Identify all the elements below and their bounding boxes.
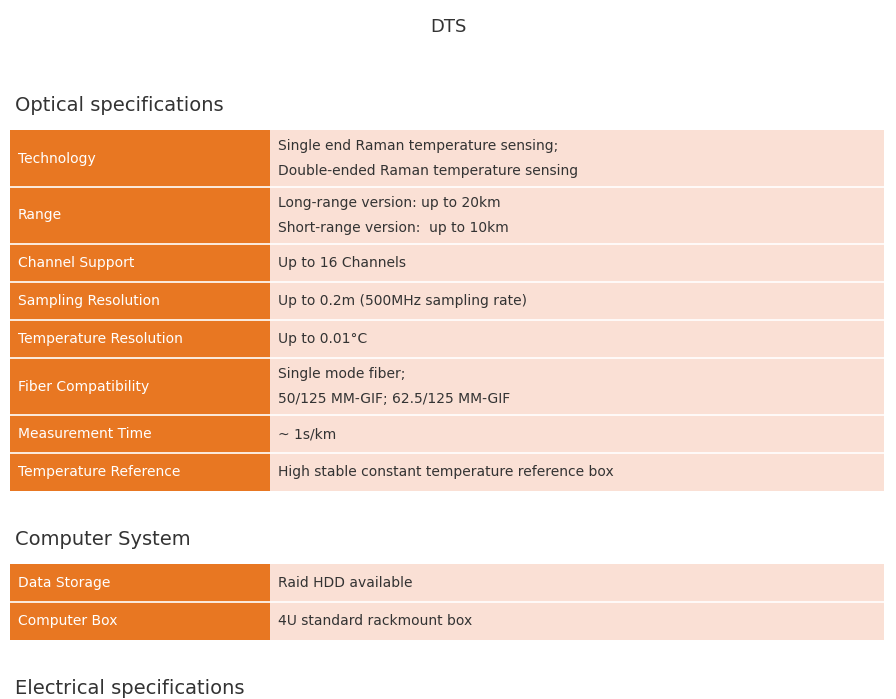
Bar xyxy=(270,320,884,358)
Bar xyxy=(270,244,884,282)
Text: Up to 0.01°C: Up to 0.01°C xyxy=(278,332,367,346)
Text: Fiber Compatibility: Fiber Compatibility xyxy=(18,380,150,394)
Text: 50/125 MM-GIF; 62.5/125 MM-GIF: 50/125 MM-GIF; 62.5/125 MM-GIF xyxy=(278,392,510,406)
Bar xyxy=(10,453,270,491)
Text: ~ 1s/km: ~ 1s/km xyxy=(278,427,336,441)
Bar xyxy=(270,130,884,187)
Bar xyxy=(10,130,270,187)
Text: DTS: DTS xyxy=(430,18,466,36)
Text: Sampling Resolution: Sampling Resolution xyxy=(18,294,159,308)
Text: Temperature Reference: Temperature Reference xyxy=(18,465,180,479)
Bar xyxy=(270,415,884,453)
Text: Up to 0.2m (500MHz sampling rate): Up to 0.2m (500MHz sampling rate) xyxy=(278,294,527,308)
Text: Temperature Resolution: Temperature Resolution xyxy=(18,332,183,346)
Text: Channel Support: Channel Support xyxy=(18,256,134,270)
Text: Electrical specifications: Electrical specifications xyxy=(15,679,245,698)
Bar xyxy=(10,282,270,320)
Text: Measurement Time: Measurement Time xyxy=(18,427,151,441)
Text: Up to 16 Channels: Up to 16 Channels xyxy=(278,256,406,270)
Bar xyxy=(270,187,884,244)
Bar xyxy=(270,453,884,491)
Bar xyxy=(270,564,884,602)
Text: Double-ended Raman temperature sensing: Double-ended Raman temperature sensing xyxy=(278,164,578,178)
Text: Computer Box: Computer Box xyxy=(18,614,117,628)
Text: Short-range version:  up to 10km: Short-range version: up to 10km xyxy=(278,221,509,235)
Text: Technology: Technology xyxy=(18,152,96,166)
Text: Computer System: Computer System xyxy=(15,530,191,549)
Text: Long-range version: up to 20km: Long-range version: up to 20km xyxy=(278,196,501,210)
Bar xyxy=(270,282,884,320)
Bar xyxy=(10,320,270,358)
Bar xyxy=(10,415,270,453)
Bar xyxy=(10,244,270,282)
Text: 4U standard rackmount box: 4U standard rackmount box xyxy=(278,614,472,628)
Text: Range: Range xyxy=(18,208,62,222)
Text: Optical specifications: Optical specifications xyxy=(15,96,224,115)
Text: Raid HDD available: Raid HDD available xyxy=(278,576,412,590)
Bar xyxy=(270,602,884,640)
Text: Single end Raman temperature sensing;: Single end Raman temperature sensing; xyxy=(278,139,558,153)
Bar xyxy=(10,358,270,415)
Text: High stable constant temperature reference box: High stable constant temperature referen… xyxy=(278,465,614,479)
Bar xyxy=(270,358,884,415)
Bar xyxy=(10,187,270,244)
Text: Single mode fiber;: Single mode fiber; xyxy=(278,367,405,381)
Text: Data Storage: Data Storage xyxy=(18,576,110,590)
Bar xyxy=(10,602,270,640)
Bar xyxy=(10,564,270,602)
